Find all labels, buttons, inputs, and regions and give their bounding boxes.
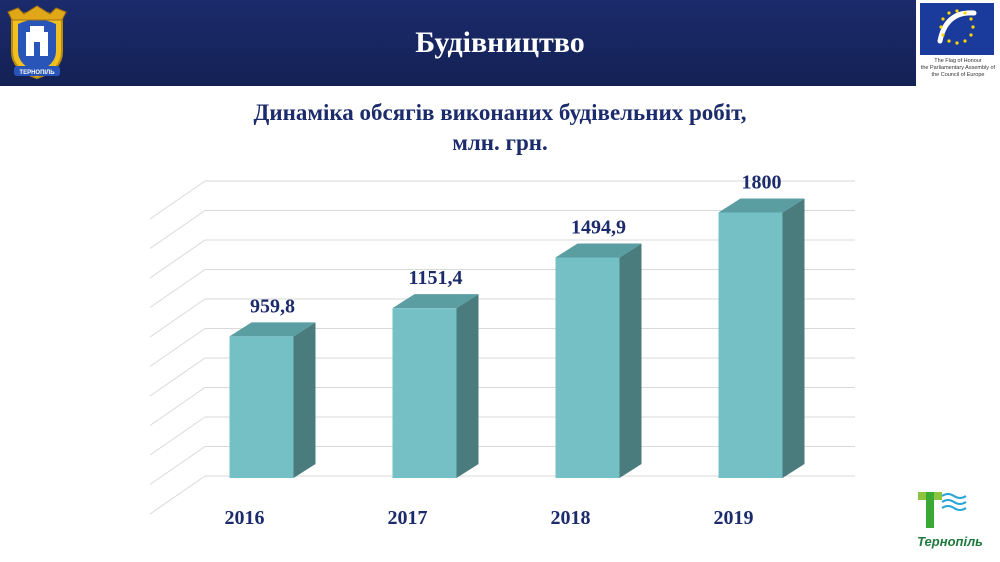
chart-title-block: Динаміка обсягів виконаних будівельних р… bbox=[150, 98, 850, 158]
gridline-side bbox=[149, 357, 206, 397]
data-label: 1800 bbox=[742, 172, 782, 194]
bar-top bbox=[718, 198, 805, 213]
bar-top bbox=[229, 322, 316, 337]
tower-coat-of-arms-icon: ТЕРНОПІЛЬ bbox=[7, 5, 67, 80]
gridline-side bbox=[149, 180, 206, 220]
coat-of-arms-label: ТЕРНОПІЛЬ bbox=[19, 70, 55, 76]
data-label: 959,8 bbox=[250, 295, 295, 317]
x-tick-label: 2018 bbox=[551, 507, 591, 529]
bar-side bbox=[782, 198, 805, 478]
page-title: Будівництво bbox=[415, 26, 585, 59]
coe-caption-line: the Parliamentary Assembly of bbox=[920, 65, 996, 71]
bar-top bbox=[392, 294, 479, 309]
x-tick-label: 2019 bbox=[714, 507, 754, 529]
bar-top bbox=[555, 243, 642, 258]
coe-caption-line: The Flag of Honour bbox=[934, 58, 982, 64]
gridline-side bbox=[149, 475, 206, 515]
gridline-side bbox=[149, 416, 206, 456]
gridline-side bbox=[149, 239, 206, 279]
council-of-europe-flag-icon bbox=[920, 3, 994, 55]
gridline-side bbox=[149, 328, 206, 367]
bar bbox=[229, 336, 294, 478]
gridline-side bbox=[149, 446, 206, 485]
x-tick-label: 2017 bbox=[388, 507, 428, 529]
chart-title: Динаміка обсягів виконаних будівельних р… bbox=[253, 100, 747, 125]
ternopil-wave-logo-icon: Тернопіль bbox=[917, 492, 983, 549]
bar-side bbox=[293, 322, 316, 478]
coe-caption-line: the Council of Europe bbox=[931, 72, 985, 78]
city-logo-label: Тернопіль bbox=[917, 534, 983, 549]
gridline-side bbox=[149, 387, 206, 426]
x-tick-label: 2016 bbox=[225, 507, 265, 529]
bar-side bbox=[456, 294, 479, 478]
bar-side bbox=[619, 243, 642, 478]
gridline-side bbox=[149, 210, 206, 249]
council-of-europe-caption: The Flag of Honour the Parliamentary Ass… bbox=[918, 58, 998, 79]
bar bbox=[392, 308, 457, 478]
data-label: 1151,4 bbox=[409, 267, 463, 289]
bar bbox=[555, 257, 620, 478]
data-label: 1494,9 bbox=[571, 217, 626, 239]
bar-chart: 959,8 2016 1151,4 2017 1494,9 2018 1800 2019 bbox=[149, 172, 855, 529]
bar bbox=[718, 212, 783, 478]
header-bar: Будівництво ТЕРНОПІЛЬ The Flag of Honour… bbox=[0, 0, 1000, 86]
chart-subtitle: млн. грн. bbox=[452, 130, 548, 155]
gridline-side bbox=[149, 269, 206, 308]
council-of-europe-badge: The Flag of Honour the Parliamentary Ass… bbox=[916, 0, 1000, 86]
gridline-side bbox=[149, 298, 206, 338]
